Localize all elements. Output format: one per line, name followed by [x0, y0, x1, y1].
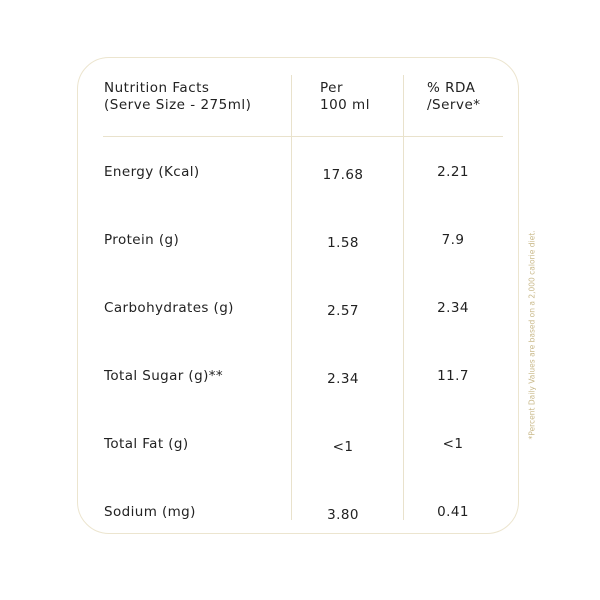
nutrient-name: Total Sugar (g)**: [104, 368, 224, 384]
rda-value: 2.34: [437, 300, 469, 316]
header-per: Per: [320, 80, 344, 96]
rda-value: 7.9: [441, 232, 465, 248]
per-100ml-value: 1.58: [327, 235, 359, 251]
per-100ml-value: 2.57: [327, 303, 359, 319]
header-rda: % RDA/Serve*: [427, 80, 481, 114]
header-title: Nutrition Facts: [104, 80, 210, 96]
header-nutrient: Nutrition Facts (Serve Size - 275ml): [104, 80, 251, 114]
rda-value: 2.21: [437, 164, 469, 180]
nutrient-name: Energy (Kcal): [104, 164, 200, 180]
per-100ml-value: 3.80: [327, 507, 359, 523]
per-100ml-value: 2.34: [327, 371, 359, 387]
rda-value: 0.41: [437, 504, 469, 520]
nutrition-table-frame: [77, 57, 519, 534]
header-rda-line2: /Serve*: [427, 97, 481, 113]
rda-value: 11.7: [437, 368, 469, 384]
per-100ml-value: 17.68: [322, 167, 364, 183]
nutrient-name: Protein (g): [104, 232, 180, 248]
header-per-100ml: Per 100 ml: [320, 80, 370, 114]
header-rda-line1: % RDA: [427, 80, 476, 96]
header-divider: [103, 136, 503, 137]
nutrient-name: Total Fat (g): [104, 436, 189, 452]
footnote: *Percent Daily Values are based on a 2,0…: [527, 230, 537, 440]
column-divider: [291, 75, 292, 520]
per-100ml-value: <1: [332, 439, 354, 455]
rda-value: <1: [442, 436, 464, 452]
column-divider: [403, 75, 404, 520]
nutrient-name: Sodium (mg): [104, 504, 196, 520]
header-serve-size: (Serve Size - 275ml): [104, 97, 252, 113]
nutrient-name: Carbohydrates (g): [104, 300, 234, 316]
header-100ml: 100 ml: [320, 97, 370, 113]
